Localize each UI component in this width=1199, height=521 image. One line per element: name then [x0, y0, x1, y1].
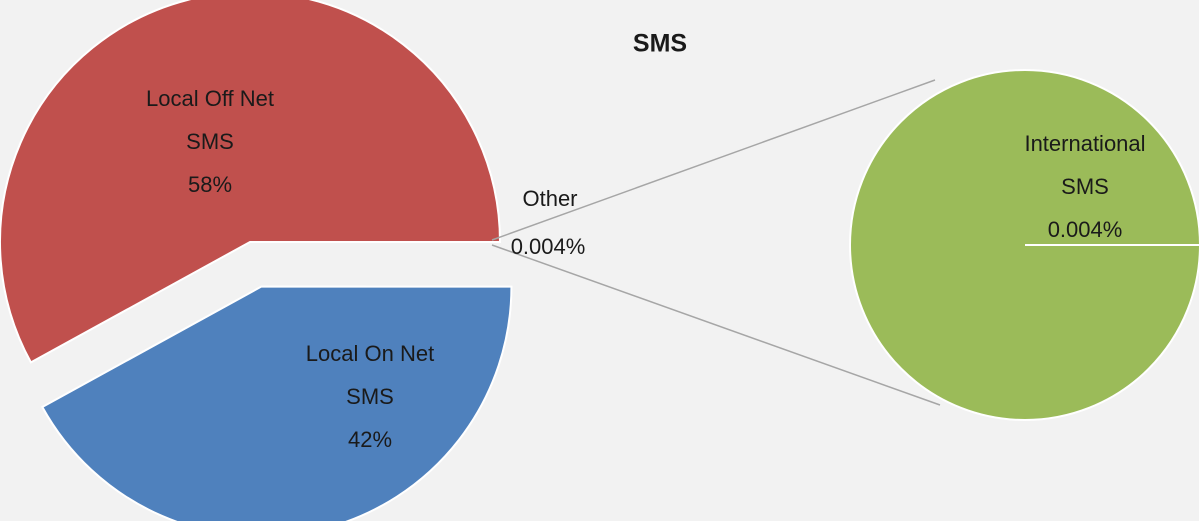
connector-line: [491, 79, 936, 241]
value-label: 58%: [188, 172, 232, 197]
data-label: Local Off Net SMS 58%: [146, 86, 274, 197]
data-label: Other 0.004%: [511, 186, 586, 259]
pie-slice: [849, 69, 1199, 421]
category-label: Other: [522, 186, 577, 211]
connector-line: [491, 244, 941, 406]
chart-title: SMS: [633, 30, 687, 58]
category-label: Local Off Net SMS: [146, 86, 274, 154]
category-label: International SMS: [1024, 131, 1145, 199]
pie-slice: [0, 0, 502, 364]
value-label: 42%: [348, 427, 392, 452]
category-label: Local On Net SMS: [306, 341, 434, 409]
data-label: Local On Net SMS 42%: [306, 341, 434, 452]
value-label: 0.004%: [1048, 217, 1123, 242]
data-label: International SMS 0.004%: [1024, 131, 1145, 242]
pie-slice: [40, 285, 513, 521]
value-label: 0.004%: [511, 234, 586, 259]
